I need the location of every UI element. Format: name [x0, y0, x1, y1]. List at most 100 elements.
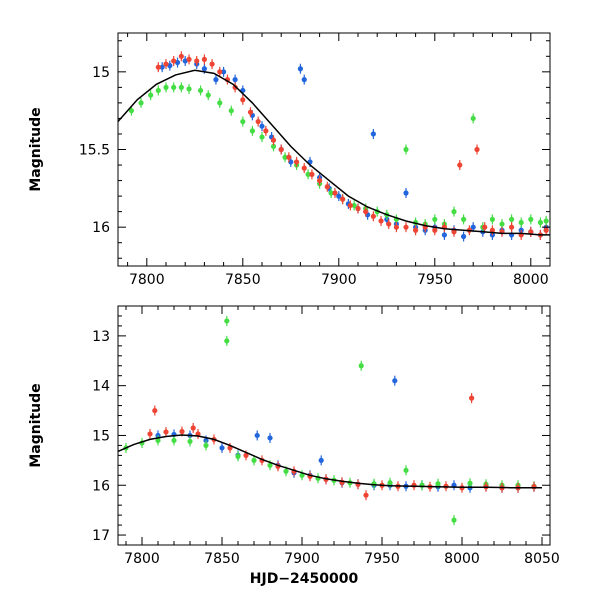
data-point [186, 86, 192, 92]
x-tick-label: 7800 [129, 272, 165, 288]
data-point [213, 77, 219, 83]
data-point [413, 227, 419, 233]
data-point [297, 66, 303, 72]
data-point [201, 56, 207, 63]
x-tick-label: 7850 [225, 272, 261, 288]
data-point [518, 219, 524, 226]
data-point [432, 216, 438, 222]
data-point [205, 92, 211, 98]
plot-area [118, 315, 542, 526]
data-point [403, 467, 409, 473]
series-2 [155, 51, 549, 240]
data-point [171, 437, 177, 444]
data-point [197, 87, 204, 94]
y-tick-label: 13 [92, 329, 110, 345]
data-point [178, 84, 184, 90]
data-point [171, 84, 177, 90]
data-point [217, 100, 223, 106]
data-point [243, 452, 249, 458]
data-point [179, 428, 185, 435]
data-point [247, 109, 254, 115]
data-point [470, 115, 476, 122]
data-point [318, 457, 324, 463]
data-point [259, 123, 265, 129]
data-point [531, 484, 537, 490]
data-point [457, 162, 463, 168]
data-point [474, 146, 480, 153]
data-point [441, 232, 447, 238]
data-point [336, 193, 342, 199]
data-point [467, 480, 473, 486]
data-point [378, 218, 384, 224]
x-axis: 7800 7850 7900 7950 8000 8050 [124, 306, 560, 567]
data-point [194, 58, 200, 64]
data-point [301, 77, 307, 83]
data-point [171, 58, 177, 64]
series-0 [155, 375, 537, 493]
data-point [224, 338, 230, 344]
data-point [451, 229, 457, 235]
data-point [232, 84, 238, 90]
data-point [209, 61, 215, 67]
data-point [328, 190, 334, 196]
y-axis: 15 15.5 16 [79, 40, 550, 259]
data-point [240, 118, 246, 125]
data-point [332, 190, 338, 196]
data-point [403, 224, 409, 230]
data-point [528, 229, 534, 235]
data-point [249, 128, 255, 134]
data-point [159, 64, 165, 70]
data-point [543, 218, 549, 224]
series-0 [159, 55, 549, 242]
y-axis-label: Magnitude [28, 383, 44, 467]
data-point [451, 517, 457, 523]
data-point [509, 224, 515, 230]
data-point [288, 159, 294, 165]
data-point [217, 69, 223, 75]
data-point [163, 61, 169, 67]
x-tick-label: 8050 [524, 551, 560, 567]
data-point [309, 171, 315, 177]
data-point [393, 224, 399, 230]
data-point [267, 435, 273, 441]
y-axis-label: Magnitude [28, 107, 44, 191]
data-point [221, 69, 227, 75]
data-point [235, 453, 241, 459]
data-point [283, 468, 289, 474]
data-point [355, 205, 361, 212]
data-point [324, 184, 330, 190]
data-point [251, 457, 257, 463]
data-point [543, 227, 549, 233]
data-point [432, 227, 438, 233]
bottom-panel: 7800 7850 7900 7950 8000 8050 13 14 15 16 17 Magnit… [28, 305, 560, 587]
data-point [270, 137, 277, 143]
data-point [411, 482, 417, 488]
data-point [435, 481, 441, 487]
y-tick-label: 15 [92, 428, 110, 444]
data-point [499, 221, 505, 227]
x-tick-label: 8000 [513, 272, 549, 288]
data-point [392, 378, 398, 384]
data-point [278, 146, 284, 153]
model-curve [118, 434, 542, 489]
data-point [489, 216, 495, 222]
data-point [317, 177, 323, 184]
data-point [293, 159, 300, 165]
data-point [203, 442, 209, 449]
y-tick-label: 15.5 [79, 143, 110, 159]
data-point [178, 53, 184, 59]
data-point [370, 131, 376, 137]
data-point [155, 437, 161, 444]
data-point [147, 431, 153, 437]
series-1 [123, 315, 537, 526]
x-tick-label: 7950 [364, 551, 400, 567]
data-point [528, 216, 534, 222]
data-point [232, 77, 238, 83]
data-point [186, 56, 192, 63]
data-point [537, 219, 544, 226]
plot-area [118, 51, 550, 242]
data-point [351, 202, 357, 209]
data-point [219, 445, 225, 451]
top-panel: 7800 7850 7900 7950 8000 15 15.5 16 Magnitude [28, 32, 551, 288]
